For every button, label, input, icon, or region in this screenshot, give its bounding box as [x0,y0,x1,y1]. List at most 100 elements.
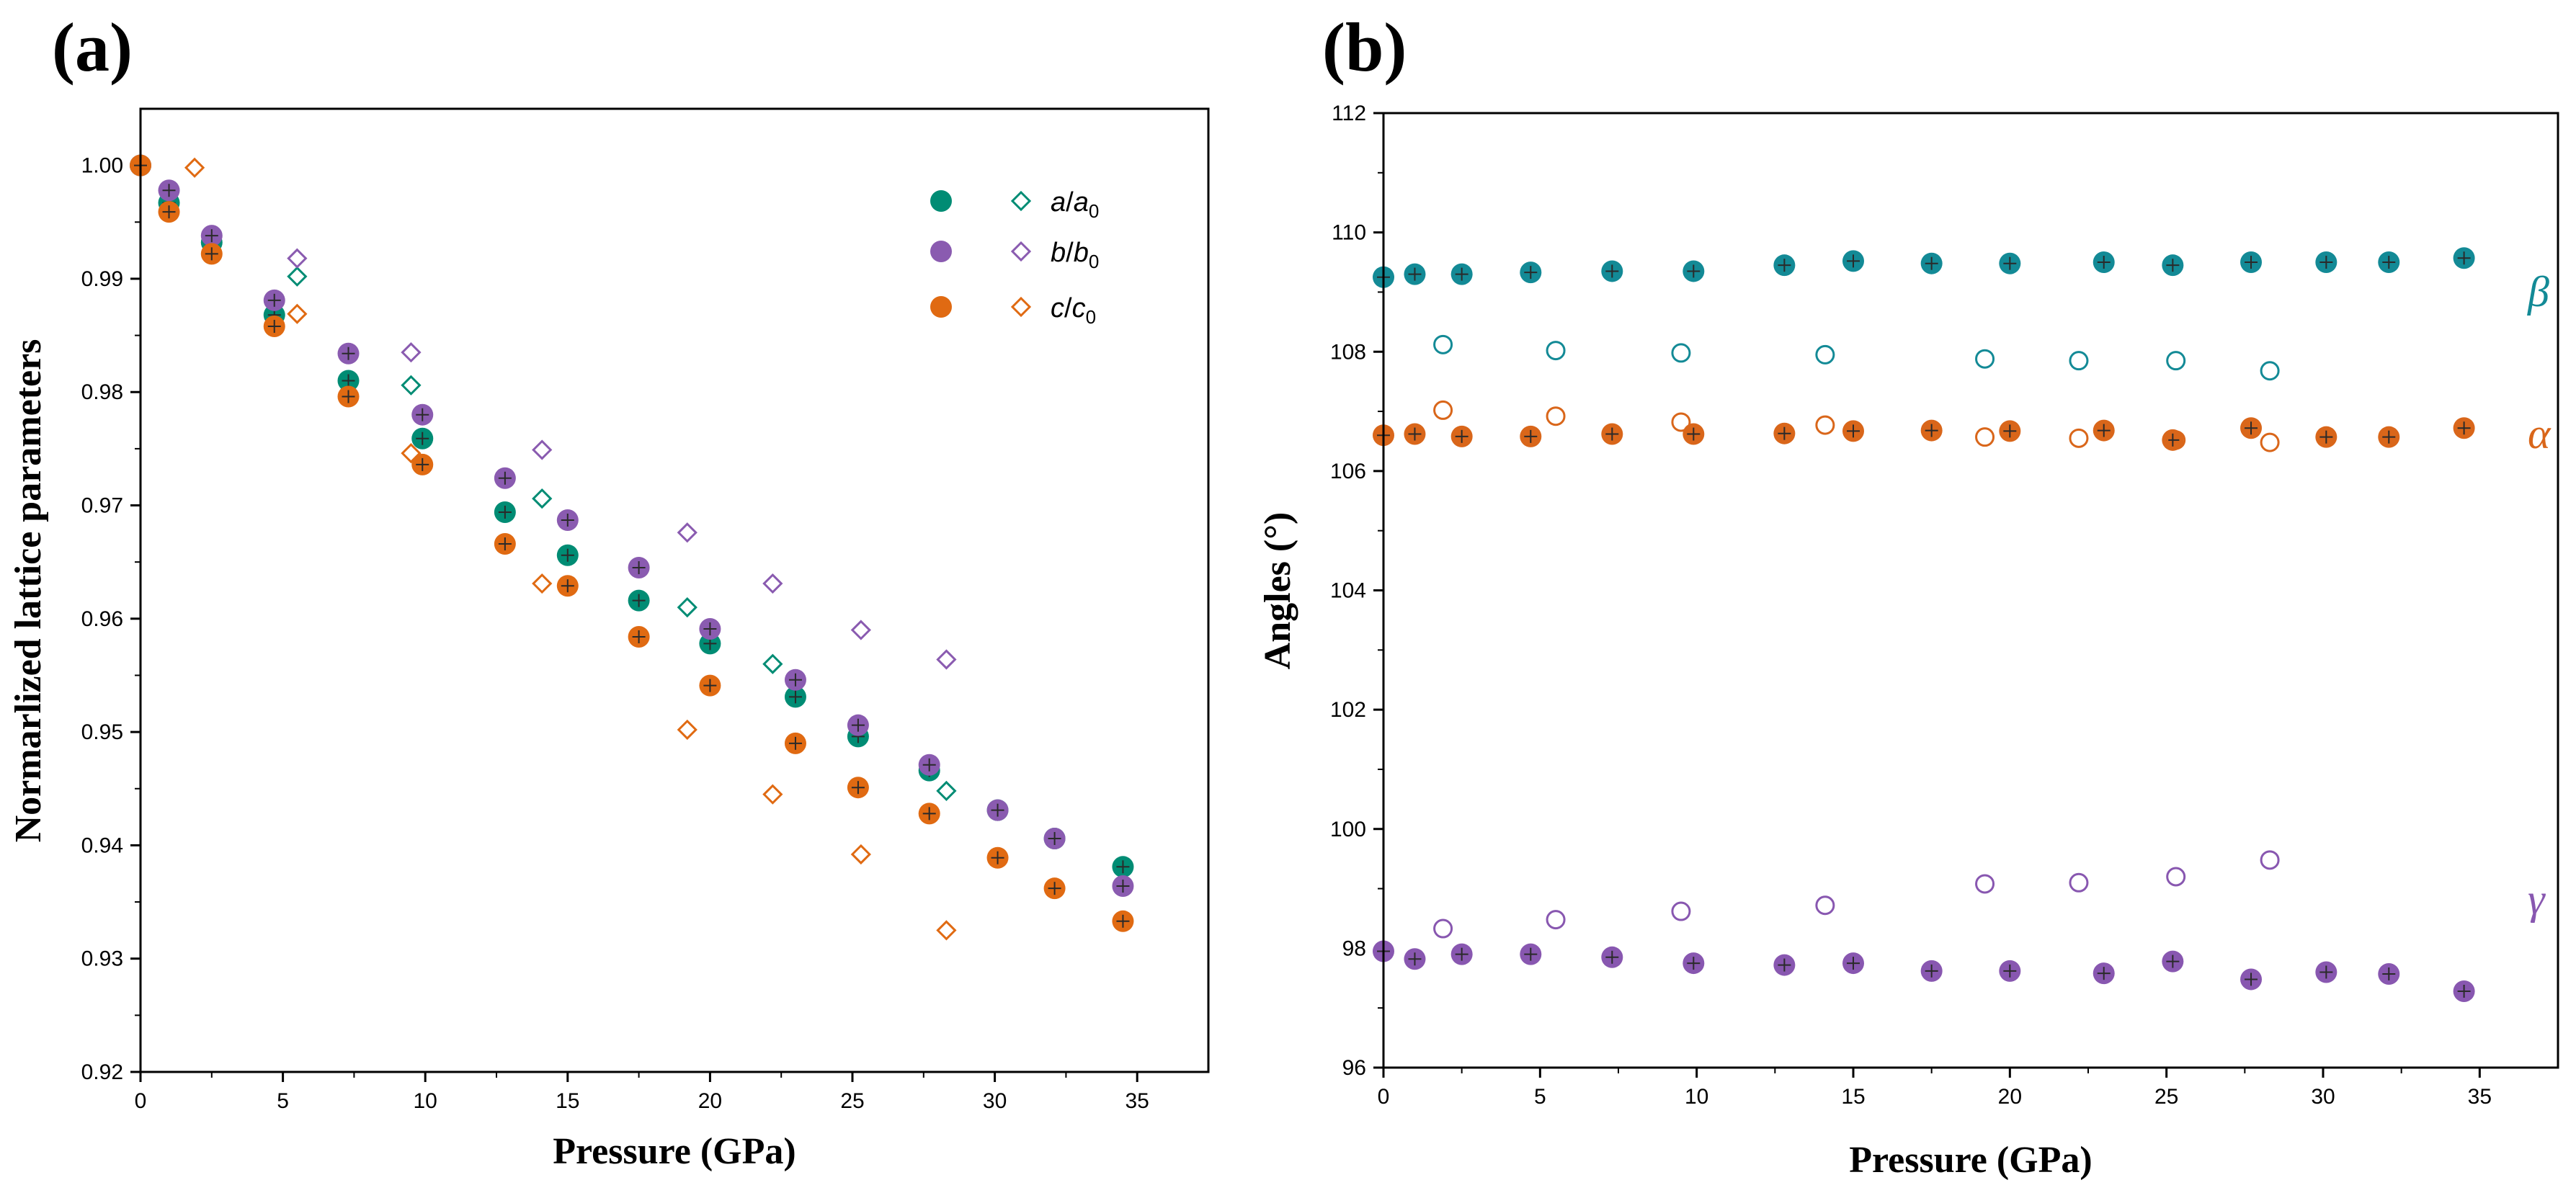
y-tick-label: 0.96 [81,607,123,631]
data-point [699,617,721,640]
data-point [628,625,650,648]
data-point [2453,247,2475,269]
data-point [1043,827,1066,849]
y-tick-label: 1.00 [81,154,123,178]
data-point [1520,943,1542,965]
data-point [986,846,1009,869]
data-point [532,573,553,594]
series--filled- [1373,417,2475,451]
series--open- [1433,400,2280,452]
y-tick-label: 96 [1342,1056,1366,1080]
x-tick-label: 10 [1685,1085,1708,1109]
data-point [936,649,957,670]
data-point [337,342,360,365]
panel-b-plot: 0 5 10 15 20 25 30 359698100102104106108110112 … [1257,102,2559,1181]
data-point [2093,962,2115,985]
data-point [2378,251,2400,274]
data-point [1404,263,1426,285]
data-point [1815,415,1835,435]
data-point [2315,426,2337,448]
y-tick-label: 0.94 [81,833,123,857]
data-point [2453,417,2475,439]
x-tick-label: 35 [1126,1089,1149,1113]
data-point [1975,349,1995,369]
data-point [699,674,721,697]
data-point [918,803,940,825]
data-point [850,844,871,865]
data-point [1112,856,1134,878]
legend-row-c: c/c0 [930,293,1096,328]
series--filled- [1373,247,2475,288]
data-point [1546,341,1566,361]
series--open- [1433,850,2280,939]
x-tick-label: 0 [135,1089,147,1113]
angle-tag-gamma: γ [2528,875,2546,923]
panel-a-markers [130,154,1134,941]
data-point [2240,968,2263,991]
y-tick-label: 0.97 [81,494,123,518]
legend-marker-b-open [1010,241,1032,262]
data-point [2069,428,2089,448]
data-point [1773,422,1796,444]
data-point [494,501,516,523]
data-point [677,522,698,543]
data-point [1433,334,1453,354]
data-point [986,799,1009,821]
data-point [2069,872,2089,893]
data-point [556,509,579,531]
data-point [2093,419,2115,442]
x-tick-label: 25 [2154,1085,2178,1109]
data-point [2260,432,2280,452]
data-point [1601,423,1623,445]
y-tick-label: 106 [1330,460,1366,483]
data-point [2166,867,2186,887]
data-point [2162,429,2184,451]
data-point [200,225,223,247]
data-point [411,453,434,475]
x-tick-label: 30 [983,1089,1007,1113]
series--open- [1433,334,2280,381]
series-b-b0-filled- [130,154,1134,898]
panel-b-x-axis-title: Pressure (GPa) [1849,1140,2092,1181]
data-point [2166,351,2186,371]
data-point [1975,874,1995,894]
data-point [1842,952,1864,975]
x-tick-label: 10 [414,1089,437,1113]
panel-label-b: (b) [1322,9,1407,86]
data-point [1450,943,1473,965]
data-point [1433,918,1453,939]
data-point [2315,251,2337,274]
data-point [287,266,308,287]
data-point [628,589,650,612]
panel-b-frame [1382,112,2559,1069]
y-tick-label: 0.95 [81,720,123,744]
legend-marker-b-filled [930,241,952,262]
panel-a-y-axis-title: Normarlized lattice parameters [8,339,49,843]
series-b-b0-open- [287,248,957,670]
data-point [158,179,180,202]
data-point [1671,343,1691,363]
data-point [158,201,180,223]
legend-row-b: b/b0 [930,238,1099,272]
legend-label-b: b/b0 [1051,238,1099,272]
data-point [762,653,783,674]
angle-tag-alpha: α [2528,410,2552,457]
panel-b-ticks: 0 5 10 15 20 25 30 35 96 98 100 102 104 106 108 110 112 [1330,102,2492,1109]
data-point [762,784,783,805]
data-point [337,385,360,408]
legend-marker-a-open [1010,190,1032,212]
data-point [1520,425,1542,447]
data-point [401,443,422,464]
legend-marker-c-open [1010,296,1032,318]
x-tick-label: 30 [2311,1085,2335,1109]
data-point [1112,875,1134,898]
data-point [287,248,308,269]
data-point [337,370,360,392]
y-tick-label: 110 [1332,221,1366,245]
data-point [847,777,869,799]
data-point [677,719,698,741]
data-point [784,669,806,691]
data-point [1404,948,1426,970]
data-point [2093,251,2115,274]
